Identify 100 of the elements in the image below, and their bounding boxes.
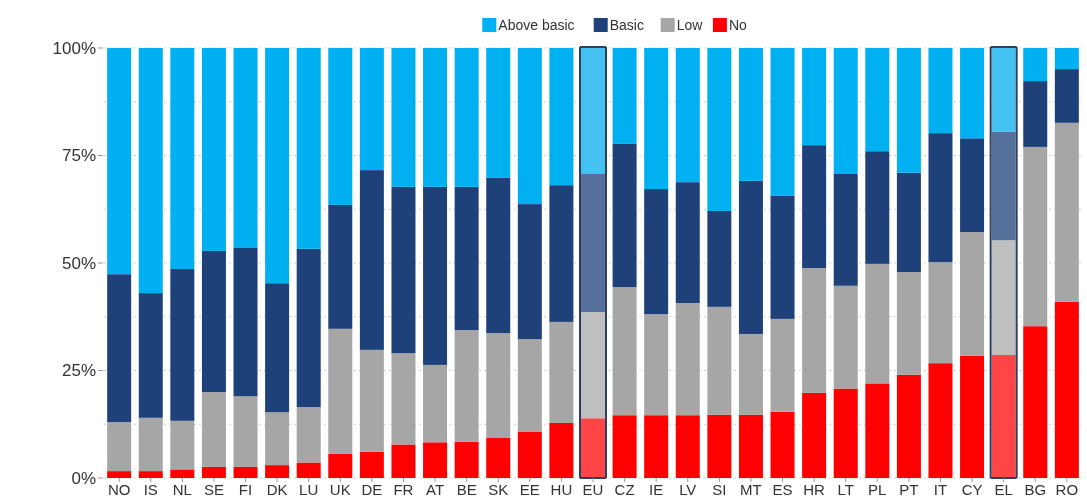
bar <box>1054 69 1079 123</box>
bar <box>170 420 195 470</box>
bar <box>549 48 574 186</box>
bar <box>833 388 858 478</box>
bar <box>770 318 795 412</box>
x-tick-label: PT <box>899 481 919 498</box>
legend-label: Basic <box>609 16 644 33</box>
bar <box>391 48 416 187</box>
legend-label: Low <box>676 16 704 33</box>
bar <box>928 262 953 364</box>
bar <box>833 48 858 174</box>
bar <box>802 48 827 146</box>
legend-label: Above basic <box>498 16 575 33</box>
bar <box>170 469 195 478</box>
bar <box>423 442 448 478</box>
x-tick-label: EE <box>519 481 540 498</box>
x-tick-label: SE <box>203 481 224 498</box>
x-tick-label: CY <box>961 481 983 498</box>
bar <box>707 48 732 211</box>
bar <box>517 48 542 205</box>
legend-label: No <box>728 16 748 33</box>
bar <box>581 48 605 174</box>
x-tick-label: HR <box>803 481 826 498</box>
x-tick-label: ES <box>772 481 793 498</box>
bar <box>265 48 290 284</box>
bar <box>486 48 511 178</box>
bar <box>1023 326 1048 478</box>
y-tick-label: 100% <box>52 38 96 58</box>
bar <box>517 204 542 340</box>
bar <box>328 328 353 454</box>
x-tick-label: DK <box>266 481 288 498</box>
bar <box>675 302 700 416</box>
bar <box>296 462 321 478</box>
x-tick-label: LV <box>679 481 697 498</box>
bar <box>991 355 1016 478</box>
x-tick-label: NO <box>107 481 131 498</box>
x-tick-label: BG <box>1024 481 1047 498</box>
bar <box>549 185 574 322</box>
bar <box>1023 48 1048 82</box>
y-tick-label: 50% <box>61 253 96 273</box>
bar <box>201 250 226 392</box>
bar <box>359 170 384 350</box>
bar <box>612 415 637 478</box>
bar <box>770 411 795 478</box>
bar <box>1054 122 1079 302</box>
bar <box>612 287 637 416</box>
bar <box>423 48 448 187</box>
bar <box>107 48 132 275</box>
bar <box>865 48 890 152</box>
bar <box>233 396 258 467</box>
bar <box>170 269 195 421</box>
bar <box>549 422 574 478</box>
bar <box>644 189 669 315</box>
bar <box>960 138 985 233</box>
bar <box>960 48 985 139</box>
bar <box>896 272 921 375</box>
bar <box>581 173 605 313</box>
bar <box>454 186 479 331</box>
x-tick-label: DE <box>361 481 383 498</box>
bar <box>201 48 226 251</box>
bar <box>581 418 605 478</box>
bar <box>833 285 858 389</box>
bar <box>391 186 416 354</box>
x-tick-label: IT <box>933 481 948 498</box>
x-tick-label: FI <box>238 481 253 498</box>
bar <box>486 438 511 478</box>
bar <box>486 177 511 334</box>
bar <box>138 48 163 294</box>
bar <box>675 415 700 478</box>
bar <box>770 48 795 196</box>
bar <box>359 349 384 452</box>
bar <box>454 330 479 442</box>
bar <box>675 48 700 183</box>
bar <box>865 263 890 384</box>
x-tick-label: MT <box>740 481 762 498</box>
x-tick-label: UK <box>329 481 351 498</box>
bar <box>391 353 416 445</box>
bar <box>865 383 890 478</box>
bar <box>1054 48 1079 70</box>
bar <box>802 392 827 478</box>
bar <box>454 441 479 478</box>
bar <box>738 180 763 334</box>
bar <box>486 333 511 439</box>
bar <box>991 48 1016 132</box>
bar <box>896 48 921 173</box>
bar <box>328 48 353 205</box>
bar <box>707 210 732 307</box>
y-tick-label: 0% <box>71 468 96 488</box>
bar <box>170 48 195 270</box>
x-tick-label: EU <box>582 481 604 498</box>
bar <box>138 417 163 472</box>
bar <box>612 143 637 288</box>
bar <box>644 415 669 478</box>
bar <box>1054 301 1079 478</box>
bar <box>833 173 858 286</box>
bar <box>296 407 321 463</box>
bar <box>201 466 226 478</box>
x-tick-label: LU <box>299 481 319 498</box>
x-tick-label: NL <box>172 481 192 498</box>
bar <box>612 48 637 144</box>
